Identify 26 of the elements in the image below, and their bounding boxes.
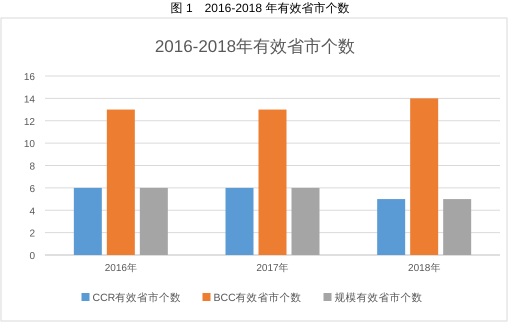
bar bbox=[377, 199, 406, 255]
caption: 图 1 2016-2018 年有效省市个数 bbox=[170, 1, 350, 15]
y-tick-label: 0 bbox=[29, 251, 36, 262]
bar bbox=[226, 188, 254, 255]
y-tick-label: 14 bbox=[24, 94, 36, 106]
y-tick-label: 4 bbox=[29, 206, 36, 218]
bar bbox=[443, 199, 472, 255]
bar bbox=[106, 110, 135, 255]
bar bbox=[74, 188, 102, 255]
bar bbox=[140, 188, 168, 255]
legend-label: CCR有效省市个数 bbox=[92, 291, 182, 304]
x-tick-label: 2018年 bbox=[408, 262, 440, 274]
chart-title: 2016-2018年有效省市个数 bbox=[154, 37, 356, 56]
legend-label: BCC有效省市个数 bbox=[214, 291, 302, 304]
legend-label: 规模有效省市个数 bbox=[334, 291, 422, 304]
y-tick-label: 6 bbox=[29, 184, 36, 195]
y-tick-label: 16 bbox=[24, 72, 36, 83]
bar bbox=[292, 188, 320, 255]
y-tick-label: 2 bbox=[29, 228, 36, 240]
bar bbox=[258, 110, 286, 255]
x-tick-label: 2017年 bbox=[256, 262, 289, 274]
y-tick-label: 8 bbox=[29, 162, 36, 172]
x-tick-label: 2016年 bbox=[104, 262, 137, 274]
y-tick-label: 12 bbox=[24, 116, 36, 128]
y-tick-label: 10 bbox=[24, 139, 36, 150]
bar bbox=[410, 98, 438, 255]
